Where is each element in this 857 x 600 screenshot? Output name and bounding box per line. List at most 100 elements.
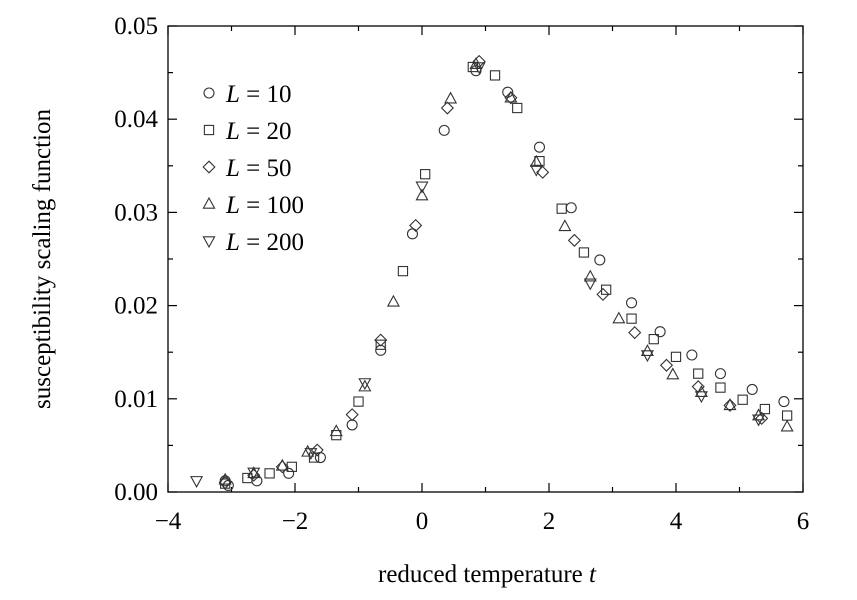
- data-point-triangle-down: [640, 350, 654, 363]
- data-point-square: [489, 70, 501, 81]
- legend-item: L = 200: [202, 229, 304, 256]
- legend-label: L = 50: [225, 155, 292, 182]
- data-point-square: [420, 169, 431, 180]
- data-point-triangle-down: [694, 391, 708, 404]
- data-point-circle: [346, 419, 358, 431]
- data-point-circle: [438, 124, 450, 136]
- data-point-triangle-up: [218, 472, 232, 485]
- axis-tick-labels: −4 −2 0 2 4 6 0.00 0.01 0.02 0.03 0.04 0.05: [114, 13, 809, 535]
- x-tick-label: 4: [670, 508, 683, 535]
- data-point-square: [648, 334, 659, 345]
- data-point-square: [715, 382, 726, 393]
- data-point-square: [375, 339, 386, 350]
- data-point-square: [264, 468, 275, 479]
- data-point-triangle-down: [304, 448, 318, 460]
- legend-label: L = 200: [225, 229, 304, 256]
- data-point-diamond: [596, 287, 610, 301]
- data-point-triangle-down: [415, 181, 429, 194]
- series-1: [220, 61, 793, 489]
- data-point-circle: [314, 451, 326, 464]
- data-point-diamond: [691, 380, 705, 394]
- data-point-circle: [565, 202, 577, 214]
- series-4: [190, 62, 766, 488]
- data-point-triangle-down: [472, 62, 486, 75]
- x-axis-label: reduced temperature t: [378, 561, 597, 588]
- data-point-diamond: [504, 91, 518, 105]
- x-tick-label: −4: [155, 508, 182, 535]
- legend-marker-triangle-down: [202, 236, 216, 249]
- data-point-square: [600, 284, 612, 295]
- data-point-square: [670, 351, 682, 363]
- x-tick-label: 6: [797, 508, 810, 535]
- data-point-triangle-up: [444, 91, 458, 104]
- data-point-diamond: [723, 398, 737, 412]
- data-point-square: [737, 394, 748, 405]
- data-point-triangle-up: [780, 419, 794, 432]
- data-point-square: [759, 403, 771, 415]
- legend-marker-triangle-up: [202, 196, 216, 209]
- data-point-circle: [746, 383, 758, 396]
- data-points: [190, 54, 794, 492]
- data-point-diamond: [628, 326, 642, 340]
- y-tick-label: 0.04: [114, 106, 158, 133]
- legend-label: L = 10: [225, 81, 292, 108]
- series-2: [218, 54, 769, 490]
- data-point-circle: [283, 467, 295, 479]
- data-point-square: [556, 203, 567, 214]
- x-axis-label-variable: t: [589, 561, 597, 588]
- data-point-triangle-up: [275, 458, 289, 471]
- y-tick-label: 0.05: [114, 13, 158, 40]
- data-point-triangle-up: [558, 219, 572, 232]
- legend-marker-diamond: [202, 160, 216, 174]
- data-point-circle: [654, 326, 666, 338]
- data-point-triangle-up: [504, 90, 518, 103]
- data-point-diamond: [440, 101, 454, 115]
- legend-label: L = 20: [225, 118, 292, 145]
- data-point-triangle-down: [752, 414, 766, 427]
- legend-marker-square: [203, 124, 215, 136]
- data-point-circle: [714, 368, 727, 380]
- data-point-triangle-up: [612, 311, 626, 324]
- x-tick-label: 2: [543, 508, 556, 535]
- data-point-triangle-up: [415, 188, 429, 201]
- data-point-square: [781, 410, 793, 421]
- data-point-triangle-up: [529, 154, 543, 167]
- y-axis-label: susceptibility scaling function: [29, 109, 56, 409]
- data-point-square: [286, 461, 297, 472]
- series-3: [218, 57, 794, 485]
- data-point-square: [512, 102, 523, 114]
- data-point-circle: [778, 396, 790, 408]
- data-point-square: [353, 396, 364, 407]
- legend-item: L = 10: [203, 81, 292, 108]
- data-point-triangle-up: [666, 367, 680, 380]
- y-tick-label: 0.03: [114, 199, 158, 226]
- legend-label: L = 100: [225, 192, 304, 219]
- legend-item: L = 100: [202, 192, 304, 219]
- y-tick-label: 0.01: [114, 386, 158, 413]
- data-point-triangle-up: [301, 444, 315, 457]
- data-point-triangle-down: [358, 378, 372, 391]
- legend: L = 10 L = 20 L = 50 L = 100 L = 200: [202, 81, 304, 256]
- data-point-square: [578, 247, 590, 258]
- data-point-diamond: [755, 411, 769, 425]
- series-0: [219, 65, 790, 492]
- legend-item: L = 50: [202, 155, 292, 182]
- data-point-circle: [686, 349, 698, 361]
- data-point-triangle-down: [247, 467, 261, 480]
- data-point-circle: [533, 141, 546, 153]
- data-point-diamond: [659, 358, 674, 372]
- data-point-triangle-down: [190, 476, 204, 488]
- legend-item: L = 20: [203, 118, 292, 145]
- legend-marker-circle: [203, 87, 215, 99]
- x-tick-label: −2: [282, 508, 309, 535]
- y-tick-label: 0.02: [114, 293, 158, 320]
- data-point-triangle-down: [529, 164, 543, 177]
- data-point-diamond: [567, 233, 581, 247]
- data-point-circle: [594, 254, 606, 266]
- data-point-square: [693, 368, 704, 379]
- data-point-triangle-up: [723, 398, 737, 411]
- data-point-triangle-down: [583, 278, 597, 291]
- data-point-diamond: [275, 460, 289, 474]
- x-tick-label: 0: [416, 508, 429, 535]
